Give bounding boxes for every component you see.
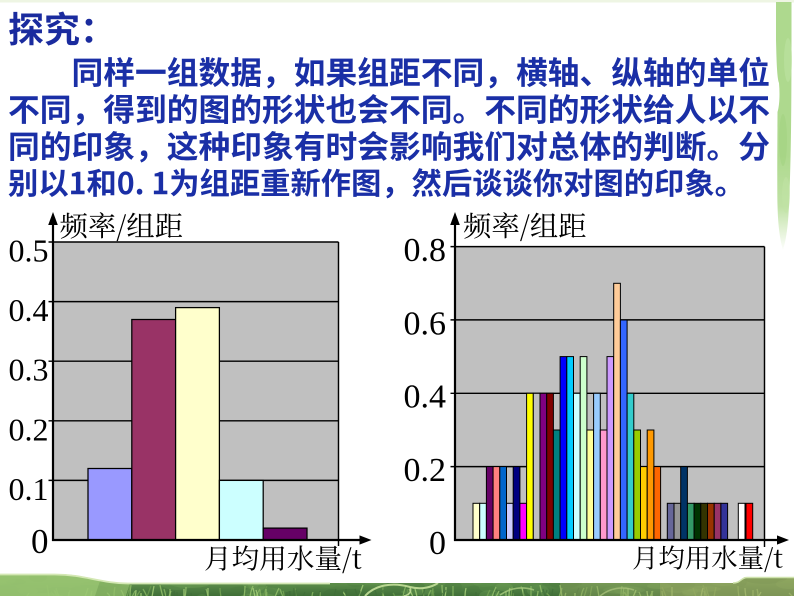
svg-text:0.2: 0.2 [9, 411, 49, 447]
svg-text:0.8: 0.8 [404, 232, 447, 269]
svg-text:0.4: 0.4 [9, 292, 49, 328]
svg-text:0: 0 [31, 522, 49, 561]
svg-text:0.1: 0.1 [9, 471, 49, 507]
svg-text:0.4: 0.4 [404, 379, 447, 416]
svg-text:0.6: 0.6 [404, 305, 447, 342]
svg-text:0.3: 0.3 [9, 352, 49, 388]
svg-text:0: 0 [429, 525, 446, 562]
svg-text:0.5: 0.5 [9, 233, 49, 269]
svg-text:0.2: 0.2 [404, 452, 447, 489]
